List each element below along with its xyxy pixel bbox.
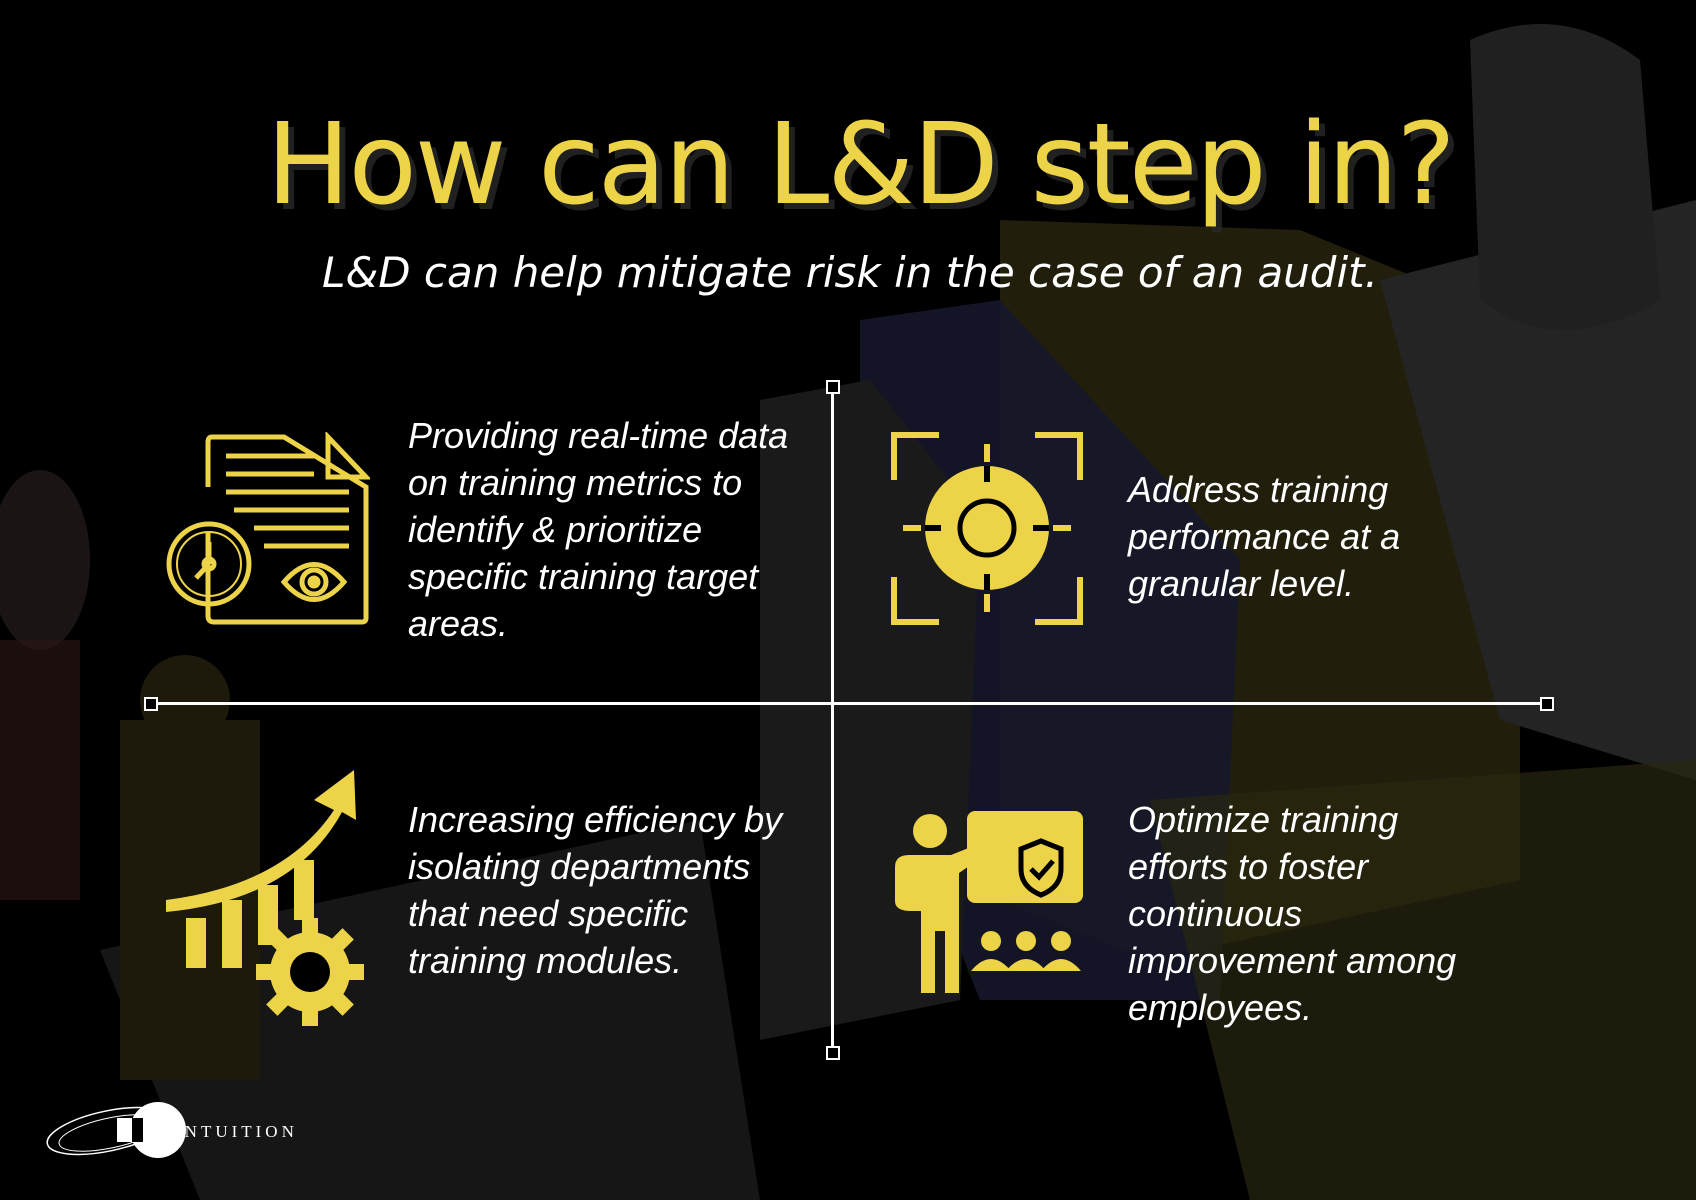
quadrant-text-bottom-left: Increasing efficiency by isolating depar… bbox=[408, 799, 783, 981]
divider-node-right bbox=[1540, 697, 1554, 711]
growth-chart-gear-icon bbox=[166, 770, 364, 1026]
quadrant-text-top-right: Address training performance at a granul… bbox=[1128, 469, 1401, 604]
page-subtitle: L&D can help mitigate risk in the case o… bbox=[322, 248, 1378, 297]
quadrant-text-bottom-right: Optimize training efforts to foster cont… bbox=[1128, 799, 1457, 1028]
divider-node-bottom bbox=[826, 1046, 840, 1060]
vertical-divider bbox=[831, 386, 834, 1052]
presenter-shield-audience-icon bbox=[895, 811, 1083, 993]
divider-node-left bbox=[144, 697, 158, 711]
logo-text: INTUITION bbox=[175, 1122, 298, 1141]
page-title: How can L&D step in? bbox=[266, 100, 1456, 230]
quadrant-text-top-left: Providing real-time data on training met… bbox=[408, 415, 789, 644]
divider-node-top bbox=[826, 380, 840, 394]
horizontal-divider bbox=[150, 702, 1546, 705]
intuition-logo bbox=[46, 1102, 186, 1158]
document-clock-eye-icon bbox=[166, 432, 370, 625]
target-crosshair-icon bbox=[891, 432, 1083, 625]
